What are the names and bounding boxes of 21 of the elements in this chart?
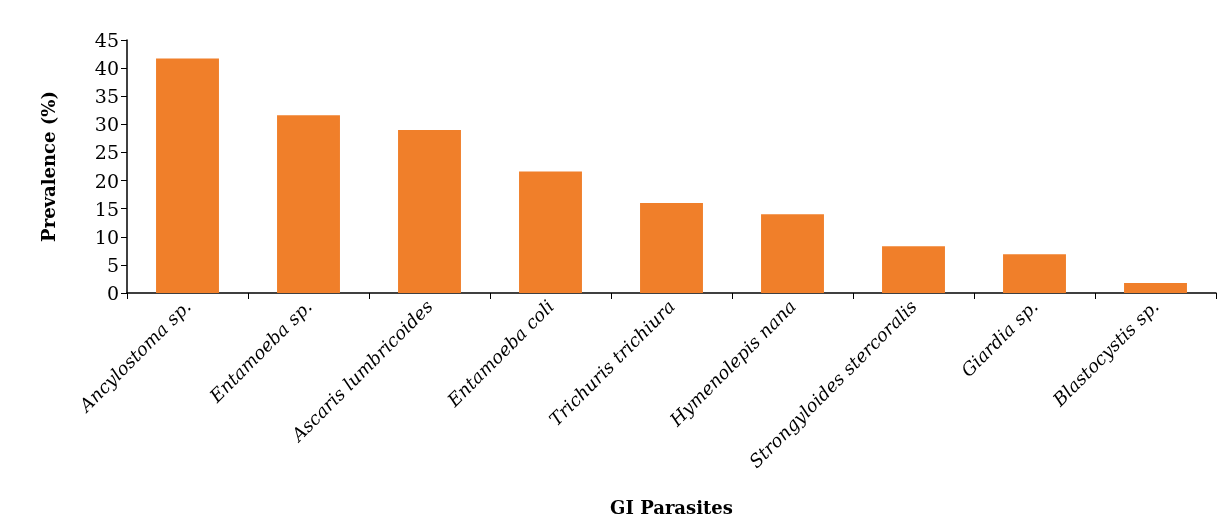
y-axis-title: Prevalence (%) [37,91,59,242]
bar [1124,282,1187,293]
bar [398,129,461,293]
y-tick-label: 35 [94,85,119,108]
bar [156,58,219,293]
bar [1003,254,1066,293]
bar [640,203,703,293]
y-tick-label: 15 [94,197,119,220]
bar [519,171,582,293]
y-tick-label: 10 [94,225,119,248]
y-tick-label: 40 [94,57,119,80]
y-tick-label: 5 [106,253,119,276]
y-tick-label: 20 [94,169,119,192]
y-tick-label: 45 [94,29,119,51]
bar [761,214,824,293]
x-axis-title: GI Parasites [610,496,733,517]
y-tick-label: 25 [94,141,119,164]
y-tick-label: 0 [106,282,119,304]
bar [277,115,340,293]
bar [882,246,945,293]
y-tick-label: 30 [94,113,119,136]
